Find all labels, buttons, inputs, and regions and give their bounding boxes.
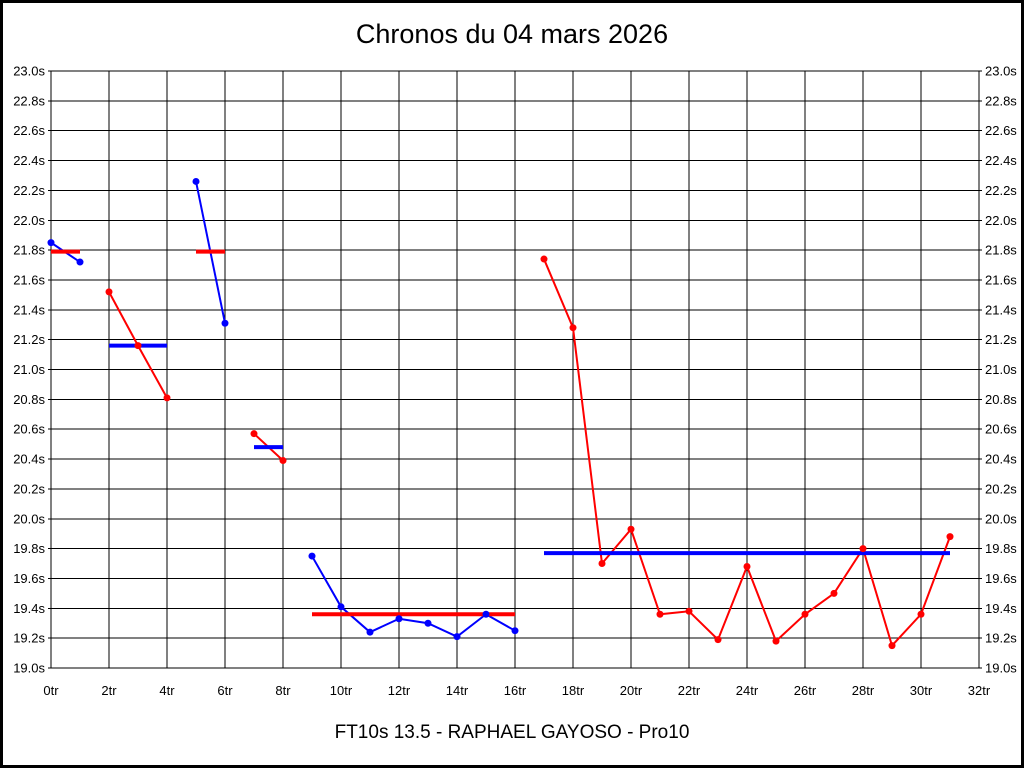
y-axis-tick-label-right: 20.8s xyxy=(985,392,1017,407)
y-axis-tick-label-left: 21.6s xyxy=(13,272,45,287)
y-axis-tick-label-left: 22.8s xyxy=(13,93,45,108)
chart-title: Chronos du 04 mars 2026 xyxy=(355,19,669,49)
y-axis-tick-label-left: 22.0s xyxy=(13,213,45,228)
y-axis-tick-label-left: 22.6s xyxy=(13,123,45,138)
y-axis-tick-label-right: 19.2s xyxy=(985,631,1017,646)
x-axis-tick-label: 6tr xyxy=(217,683,233,698)
y-axis-tick-label-right: 19.8s xyxy=(985,541,1017,556)
lap-time-point-red xyxy=(743,563,751,571)
lap-time-point-blue xyxy=(395,615,403,623)
y-axis-tick-label-left: 20.0s xyxy=(13,511,45,526)
y-axis-tick-label-left: 19.0s xyxy=(13,661,45,676)
x-axis-tick-label: 16tr xyxy=(504,683,527,698)
lap-time-point-blue xyxy=(337,603,345,611)
y-axis-tick-label-left: 20.4s xyxy=(13,452,45,467)
chart-footer: FT10s 13.5 - RAPHAEL GAYOSO - Pro10 xyxy=(334,722,690,743)
y-axis-tick-label-left: 22.2s xyxy=(13,183,45,198)
x-axis-tick-label: 4tr xyxy=(159,683,175,698)
lap-time-point-red xyxy=(946,533,954,541)
y-axis-tick-label-left: 21.2s xyxy=(13,332,45,347)
y-axis-tick-label-right: 21.2s xyxy=(985,332,1017,347)
lap-time-point-red xyxy=(598,560,606,568)
lap-time-point-blue xyxy=(76,258,84,266)
y-axis-tick-label-left: 20.6s xyxy=(13,422,45,437)
x-axis-tick-label: 22tr xyxy=(678,683,701,698)
y-axis-tick-label-left: 19.4s xyxy=(13,601,45,616)
y-axis-tick-label-right: 21.0s xyxy=(985,362,1017,377)
x-axis-tick-label: 8tr xyxy=(275,683,291,698)
y-axis-tick-label-left: 20.2s xyxy=(13,481,45,496)
lap-time-point-red xyxy=(540,255,548,263)
lap-time-point-red xyxy=(888,642,896,650)
x-axis-tick-label: 14tr xyxy=(446,683,469,698)
lap-time-point-red xyxy=(250,430,258,438)
lap-time-point-blue xyxy=(192,177,200,185)
y-axis-tick-label-right: 20.0s xyxy=(985,511,1017,526)
x-axis-tick-label: 30tr xyxy=(910,683,933,698)
y-axis-tick-label-left: 23.0s xyxy=(13,64,45,79)
lap-time-point-blue xyxy=(482,610,490,618)
lap-time-point-red xyxy=(830,589,838,597)
x-axis-tick-label: 32tr xyxy=(968,683,991,698)
y-axis-tick-label-right: 22.8s xyxy=(985,93,1017,108)
y-axis-tick-label-right: 21.6s xyxy=(985,272,1017,287)
lap-time-point-blue xyxy=(221,319,229,327)
y-axis-tick-label-left: 19.2s xyxy=(13,631,45,646)
x-axis-tick-label: 26tr xyxy=(794,683,817,698)
x-axis-tick-label: 0tr xyxy=(43,683,59,698)
lap-time-point-red xyxy=(105,288,113,296)
y-axis-tick-label-right: 23.0s xyxy=(985,64,1017,79)
lap-time-point-red xyxy=(801,610,809,618)
y-axis-tick-label-left: 21.8s xyxy=(13,243,45,258)
lap-time-point-red xyxy=(627,525,635,533)
y-axis-tick-label-right: 22.2s xyxy=(985,183,1017,198)
y-axis-tick-label-right: 22.6s xyxy=(985,123,1017,138)
y-axis-tick-label-right: 19.6s xyxy=(985,571,1017,586)
y-axis-tick-label-left: 20.8s xyxy=(13,392,45,407)
y-axis-tick-label-right: 21.8s xyxy=(985,243,1017,258)
lap-time-point-blue xyxy=(47,239,55,247)
lap-time-line-blue xyxy=(311,555,516,638)
y-axis-tick-label-right: 22.0s xyxy=(985,213,1017,228)
y-axis-tick-label-left: 19.6s xyxy=(13,571,45,586)
y-axis-tick-label-left: 21.4s xyxy=(13,302,45,317)
lap-time-point-blue xyxy=(453,633,461,641)
lap-time-point-red xyxy=(163,394,171,402)
y-axis-tick-label-left: 19.8s xyxy=(13,541,45,556)
plot-border xyxy=(50,70,980,669)
x-axis-tick-label: 24tr xyxy=(736,683,759,698)
lap-time-point-red xyxy=(279,457,287,465)
x-axis-tick-label: 10tr xyxy=(330,683,353,698)
lap-time-point-red xyxy=(685,607,693,615)
y-axis-tick-label-right: 19.4s xyxy=(985,601,1017,616)
lap-time-point-red xyxy=(656,610,664,618)
y-axis-tick-label-left: 22.4s xyxy=(13,153,45,168)
x-axis-tick-label: 20tr xyxy=(620,683,643,698)
y-axis-tick-label-right: 20.2s xyxy=(985,481,1017,496)
x-axis-tick-label: 12tr xyxy=(388,683,411,698)
y-axis-tick-label-right: 22.4s xyxy=(985,153,1017,168)
y-axis-tick-label-right: 20.6s xyxy=(985,422,1017,437)
y-axis-tick-label-right: 20.4s xyxy=(985,452,1017,467)
lap-time-point-red xyxy=(772,637,780,645)
chart-canvas: 23.0s 23.0s 22.8s 22.8s 22.6s 22.6s 22.4s 22.4s… xyxy=(13,64,1017,699)
y-axis-tick-label-right: 21.4s xyxy=(985,302,1017,317)
lap-time-point-red xyxy=(569,324,577,332)
x-axis-tick-label: 28tr xyxy=(852,683,875,698)
lap-time-point-red xyxy=(859,545,867,553)
lap-time-point-red xyxy=(134,342,142,350)
lap-time-point-blue xyxy=(424,619,432,627)
lap-time-point-red xyxy=(917,610,925,618)
lap-time-point-red xyxy=(714,636,722,644)
lap-time-point-blue xyxy=(511,627,519,635)
x-axis-tick-label: 18tr xyxy=(562,683,585,698)
y-axis-tick-label-left: 21.0s xyxy=(13,362,45,377)
lap-time-point-blue xyxy=(366,628,374,636)
x-axis-tick-label: 2tr xyxy=(101,683,117,698)
y-axis-tick-label-right: 19.0s xyxy=(985,661,1017,676)
lap-time-point-blue xyxy=(308,552,316,560)
